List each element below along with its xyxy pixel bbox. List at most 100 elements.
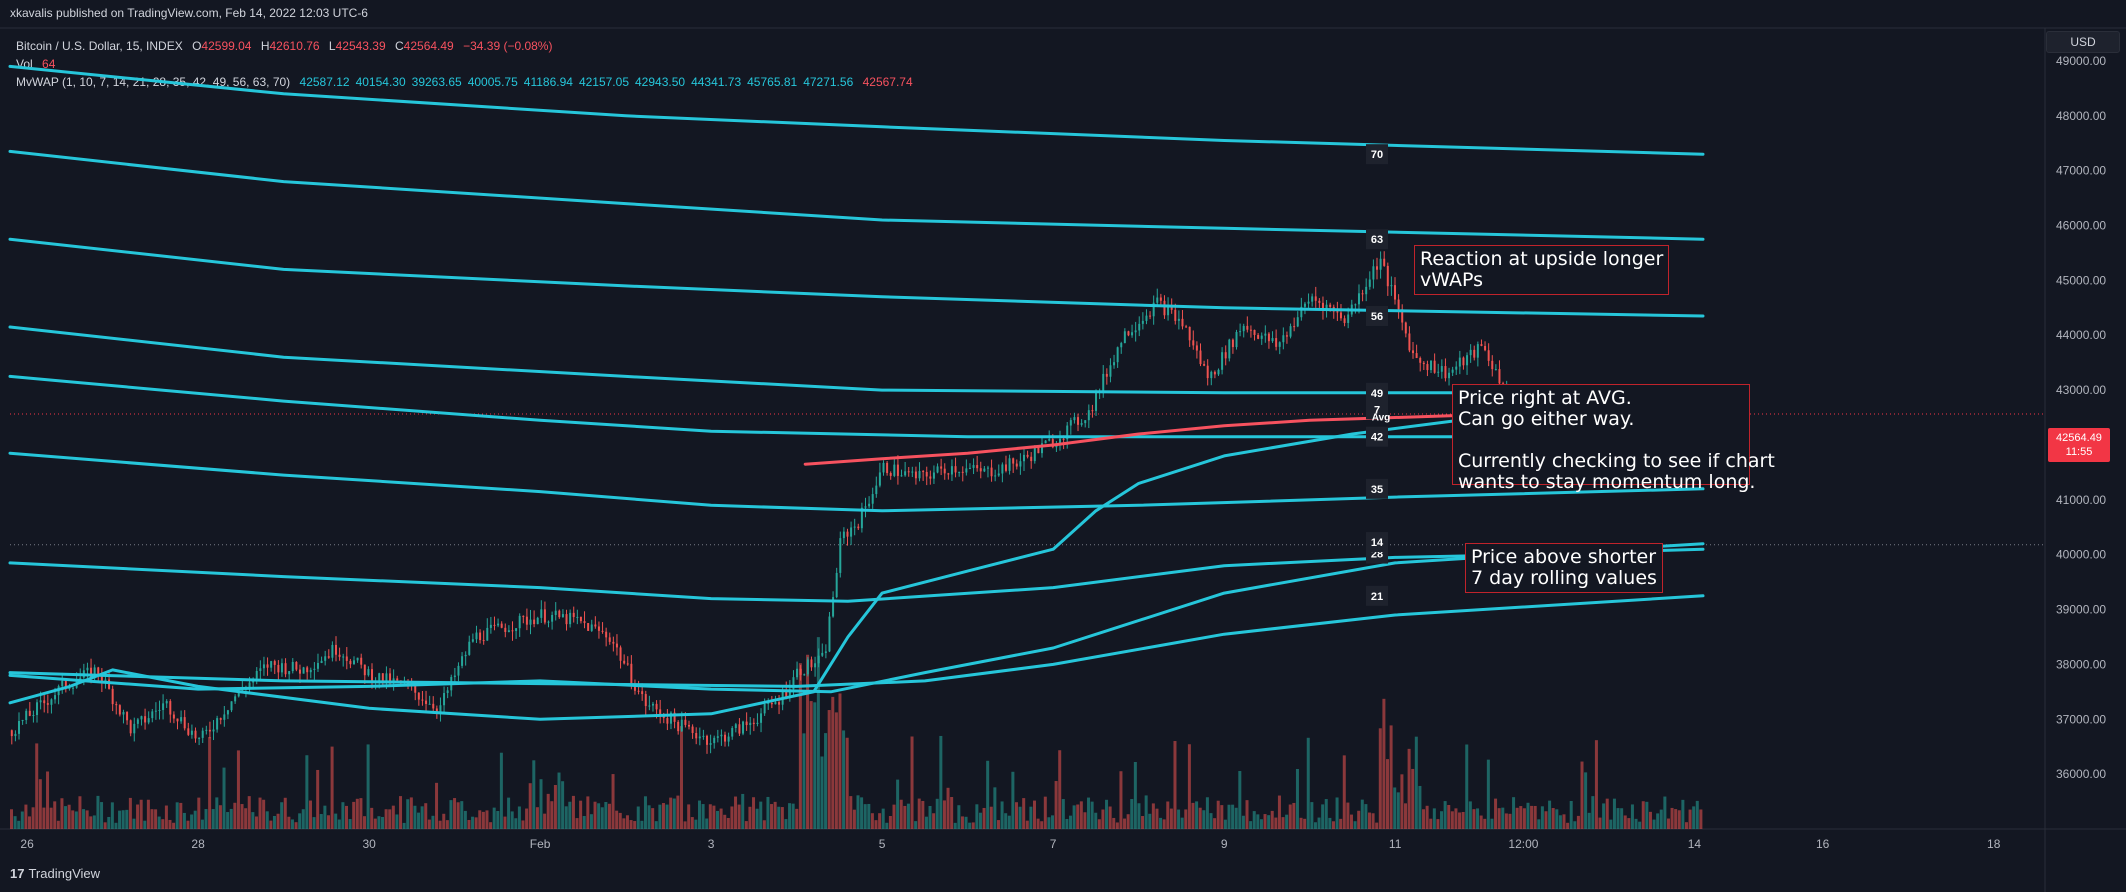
candle-body — [500, 623, 503, 628]
tradingview-logo-icon[interactable]: 17 — [10, 866, 25, 881]
candle-body — [1123, 331, 1126, 344]
candle-body — [334, 644, 337, 655]
candle-body — [1494, 369, 1497, 371]
candle-body — [1487, 350, 1490, 361]
annotation-upside-vwaps[interactable]: Reaction at upside longer vWAPs — [1414, 245, 1670, 295]
volume-bar — [791, 803, 795, 829]
volume-bar — [1281, 817, 1285, 829]
candle-body — [1095, 392, 1098, 411]
candle-body — [997, 473, 1000, 476]
volume-bar — [1105, 799, 1109, 829]
symbol-title[interactable]: Bitcoin / U.S. Dollar, 15, INDEX — [16, 39, 183, 53]
vwap-line-35 — [8, 451, 1705, 513]
volume-bar — [1656, 813, 1660, 829]
volume-bar — [233, 802, 237, 829]
candle-body — [1066, 425, 1069, 440]
x-tick-label: 26 — [20, 837, 34, 851]
candle-body — [943, 468, 946, 474]
candle-body — [911, 471, 914, 473]
candle-body — [940, 466, 943, 469]
currency-button[interactable]: USD — [2046, 31, 2120, 53]
volume-bar — [56, 820, 60, 829]
volume-bar — [935, 798, 939, 829]
series-label-bg — [1366, 532, 1388, 553]
candle-body — [1408, 333, 1411, 351]
volume-bar — [986, 760, 990, 829]
volume-bar — [326, 815, 330, 829]
volume-bar — [752, 797, 756, 829]
candle-body — [100, 674, 103, 683]
candle-body — [936, 466, 939, 473]
candle-body — [1059, 438, 1062, 445]
volume-bar — [1497, 808, 1501, 829]
candle-body — [760, 713, 763, 723]
volume-bar — [849, 796, 853, 829]
candle-body — [1476, 344, 1479, 358]
volume-bar — [809, 701, 813, 829]
x-tick-label: 9 — [1221, 837, 1228, 851]
volume-bar — [1634, 818, 1638, 829]
candle-body — [644, 694, 647, 707]
candle-body — [1152, 302, 1155, 317]
last-price-value: 42564.49 — [2056, 432, 2102, 444]
candle-body — [684, 719, 687, 725]
volume-bar — [334, 813, 338, 829]
candle-body — [486, 627, 489, 641]
volume-bar — [1328, 817, 1332, 829]
volume-bar — [1663, 796, 1667, 829]
footer-brand[interactable]: TradingView — [28, 866, 101, 881]
candle-body — [832, 597, 835, 617]
volume-bar — [28, 816, 32, 829]
candle-body — [1044, 440, 1047, 444]
volume-bar — [1447, 804, 1451, 829]
volume-bar — [1342, 755, 1346, 829]
candle-body — [1120, 343, 1123, 348]
volume-bar — [287, 816, 291, 829]
volume-bar — [128, 797, 132, 829]
y-tick-label: 40000.00 — [2056, 548, 2106, 562]
candle-body — [839, 538, 842, 573]
candle-body — [46, 703, 49, 705]
series-label-bg — [1366, 478, 1388, 499]
candle-body — [371, 669, 374, 683]
volume-bar — [1612, 798, 1616, 829]
candle-body — [1469, 349, 1472, 356]
candle-body — [14, 733, 17, 737]
volume-bar — [557, 772, 561, 829]
volume-bar — [1162, 819, 1166, 829]
volume-bar — [280, 802, 284, 829]
candle-body — [262, 664, 265, 669]
volume-bar — [193, 810, 197, 829]
candle-body — [932, 472, 935, 479]
vwap-line-49 — [8, 325, 1705, 395]
annotation-above-shorter[interactable]: Price above shorter 7 day rolling values — [1465, 543, 1663, 593]
volume-bar — [190, 814, 194, 829]
candle-body — [482, 640, 485, 642]
volume-bar — [705, 818, 709, 829]
candle-body — [612, 641, 615, 644]
volume-bar — [618, 812, 622, 829]
candle-body — [18, 721, 21, 734]
candle-body — [10, 730, 13, 737]
candle-body — [565, 614, 568, 625]
y-tick-label: 45000.00 — [2056, 273, 2106, 287]
candle-body — [291, 661, 294, 672]
volume-bar — [957, 805, 961, 829]
volume-bar — [215, 797, 219, 829]
volume-bar — [344, 805, 348, 829]
volume-bar — [1627, 818, 1631, 829]
candle-body — [1365, 286, 1368, 295]
volume-bar — [17, 820, 21, 829]
candle-body — [1318, 300, 1321, 303]
annotation-price-at-avg[interactable]: Price right at AVG. Can go either way. C… — [1452, 384, 1775, 493]
volume-bar — [78, 796, 82, 829]
candle-body — [1109, 365, 1112, 377]
x-tick-label: Feb — [530, 837, 551, 851]
candle-body — [770, 702, 773, 705]
volume-bar — [1148, 813, 1152, 829]
volume-bar — [860, 797, 864, 829]
y-tick-label: 41000.00 — [2056, 493, 2106, 507]
candle-body — [626, 663, 629, 665]
volume-bar — [1360, 799, 1364, 829]
